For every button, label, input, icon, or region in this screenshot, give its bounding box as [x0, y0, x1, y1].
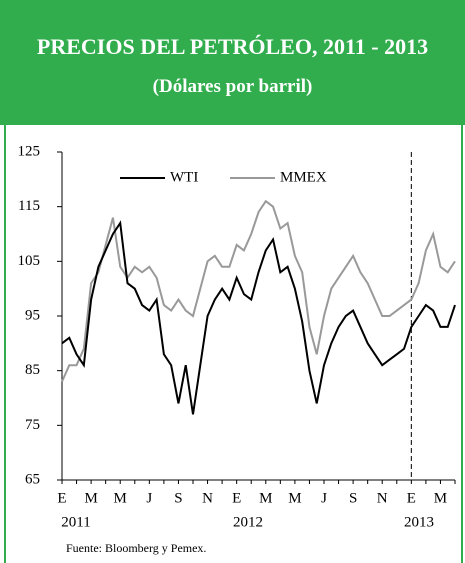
x-tick-label: E [57, 490, 66, 506]
y-tick-label: 75 [25, 417, 40, 433]
x-tick-label: M [114, 490, 127, 506]
chart-title: PRECIOS DEL PETRÓLEO, 2011 - 2013 [36, 34, 429, 59]
x-tick-label: J [146, 490, 152, 506]
source: Fuente: Bloomberg y Pemex. [66, 541, 206, 555]
year-label: 2011 [61, 514, 90, 530]
x-tick-label: N [202, 490, 213, 506]
x-tick-label: S [349, 490, 357, 506]
x-tick-label: E [407, 490, 416, 506]
series-line [61, 220, 456, 415]
x-tick-label: N [377, 490, 388, 506]
y-tick-label: 85 [25, 362, 40, 378]
y-tick-label: 65 [25, 471, 40, 487]
x-tick-label: J [321, 490, 327, 506]
x-tick-label: E [232, 490, 241, 506]
year-label: 2012 [233, 514, 263, 530]
chart-subtitle: (Dólares por barril) [152, 76, 313, 97]
y-tick-label: 95 [25, 307, 40, 323]
y-tick-label: 115 [18, 198, 40, 214]
x-tick-label: M [434, 490, 447, 506]
legend-label: MMEX [280, 169, 327, 185]
y-tick-label: 125 [18, 143, 41, 159]
header: PRECIOS DEL PETRÓLEO, 2011 - 2013 (Dólar… [0, 0, 465, 125]
legend-label: WTI [170, 169, 198, 185]
x-tick-label: S [174, 490, 182, 506]
y-tick-label: 105 [18, 253, 41, 269]
x-tick-label: M [288, 490, 301, 506]
x-tick-label: M [259, 490, 272, 506]
x-tick-label: M [84, 490, 97, 506]
year-label: 2013 [404, 514, 434, 530]
